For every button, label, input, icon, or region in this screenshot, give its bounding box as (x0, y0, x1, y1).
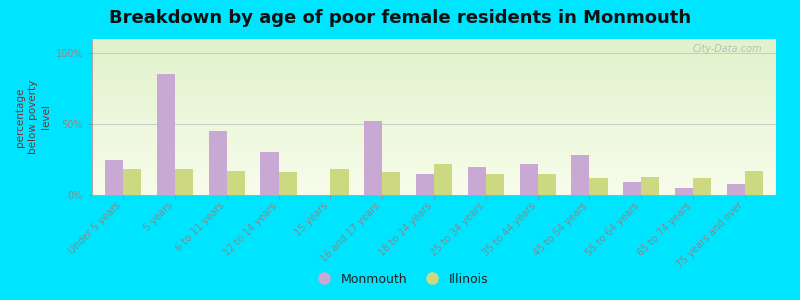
Bar (519, 164, 538, 195)
Bar (226, 171, 245, 195)
Bar (382, 172, 400, 195)
Bar (571, 155, 590, 195)
Bar (745, 171, 763, 195)
Bar (105, 160, 123, 195)
Legend: Monmouth, Illinois: Monmouth, Illinois (307, 268, 493, 291)
Bar (278, 172, 297, 195)
Bar (157, 74, 175, 195)
Text: Breakdown by age of poor female residents in Monmouth: Breakdown by age of poor female resident… (109, 9, 691, 27)
Bar (209, 131, 226, 195)
Bar (693, 178, 711, 195)
Bar (468, 167, 486, 195)
Bar (261, 152, 278, 195)
Bar (330, 169, 349, 195)
Bar (434, 164, 452, 195)
Bar (538, 174, 556, 195)
Bar (590, 178, 607, 195)
Y-axis label: percentage
below poverty
level: percentage below poverty level (15, 80, 51, 154)
Bar (642, 177, 659, 195)
Bar (175, 169, 193, 195)
Bar (123, 169, 142, 195)
Bar (726, 184, 745, 195)
Bar (623, 182, 642, 195)
Bar (675, 188, 693, 195)
Text: City-Data.com: City-Data.com (693, 44, 762, 54)
Bar (486, 174, 504, 195)
Bar (416, 174, 434, 195)
Bar (364, 121, 382, 195)
